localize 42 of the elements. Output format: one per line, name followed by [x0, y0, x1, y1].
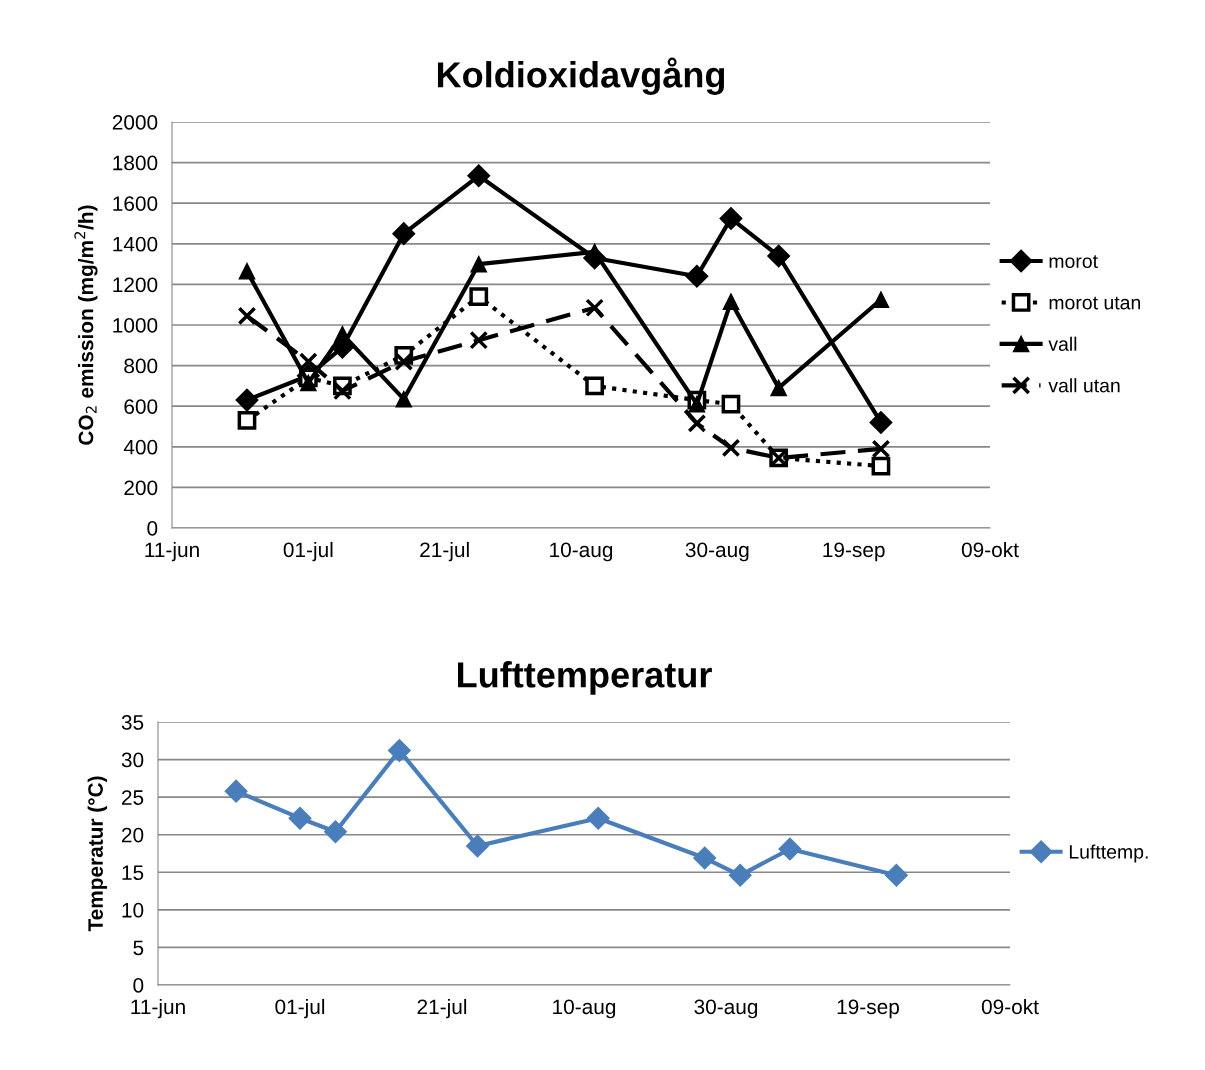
- x-tick-label: 21-jul: [420, 541, 469, 562]
- x-tick-label: 10-aug: [550, 542, 613, 562]
- y-tick-label: 400: [123, 439, 158, 455]
- x-tick-label: 19-sep: [837, 999, 899, 1019]
- legend-label: morot: [1049, 255, 1098, 269]
- y-axis-title: CO$_{2}$ emission (mg/m$^{2}$/h): [74, 205, 98, 445]
- y-tick-label: 0: [133, 978, 144, 993]
- legend-label: vall: [1048, 336, 1077, 351]
- legend-label: vall utan: [1048, 378, 1120, 393]
- x-tick-label: 30-aug: [685, 542, 749, 562]
- chart-title: Lufttemperatur: [458, 661, 712, 695]
- x-tick-label: 09-okt: [981, 998, 1039, 1015]
- x-tick-label: 30-aug: [694, 999, 758, 1019]
- x-tick-label: 19-sep: [823, 542, 885, 562]
- legend-label: Lufttemp.: [1069, 844, 1148, 863]
- y-tick-label: 800: [124, 358, 158, 374]
- x-tick-label: 11-jun: [145, 541, 199, 562]
- y-tick-label: 35: [121, 715, 144, 730]
- y-tick-label: 5: [133, 940, 144, 956]
- chart-title: Koldioxidavgång: [437, 57, 725, 95]
- x-tick-label: 21-jul: [417, 998, 467, 1019]
- y-tick-label: 2000: [112, 115, 158, 130]
- x-tick-label: 11-jun: [131, 998, 185, 1019]
- x-tick-label: 09-okt: [961, 541, 1019, 558]
- y-tick-label: 1000: [113, 318, 158, 333]
- y-tick-label: 1800: [113, 155, 158, 171]
- y-axis-title: Temperatur (°C): [87, 776, 108, 932]
- x-tick-label: 01-jul: [283, 541, 333, 562]
- y-tick-label: 1200: [113, 277, 158, 293]
- y-tick-label: 10: [122, 902, 144, 918]
- y-tick-label: 200: [124, 480, 158, 496]
- y-tick-label: 1400: [113, 236, 158, 252]
- y-tick-label: 25: [121, 790, 144, 805]
- y-tick-label: 0: [147, 521, 158, 536]
- x-tick-label: 10-aug: [553, 999, 616, 1019]
- y-tick-label: 20: [121, 827, 144, 843]
- y-tick-label: 15: [122, 865, 144, 881]
- legend-label: morot utan: [1049, 296, 1141, 310]
- y-tick-label: 600: [124, 399, 158, 414]
- y-tick-label: 1600: [113, 196, 158, 211]
- y-tick-label: 30: [121, 752, 144, 768]
- x-tick-label: 01-jul: [275, 998, 325, 1019]
